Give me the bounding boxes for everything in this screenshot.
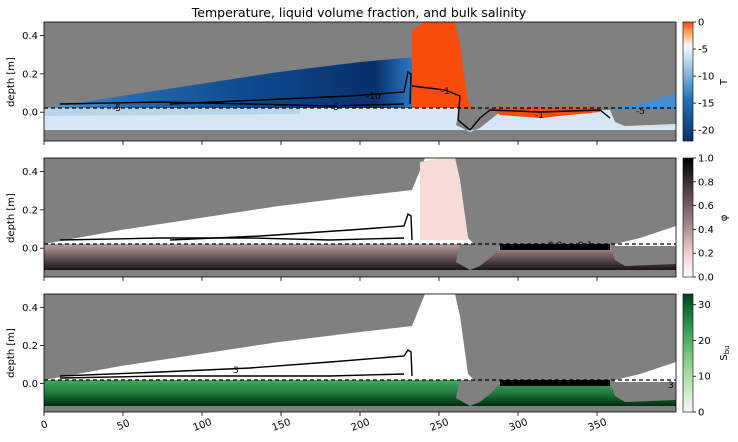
liquid-fraction-panel: 0.2 0.1 depth [m] φ xyxy=(6,157,730,278)
figure-title: Temperature, liquid volume fraction, and… xyxy=(191,5,527,20)
isotherm-minus1 xyxy=(411,85,611,131)
snow-right xyxy=(615,226,676,246)
colorbar-tick-label: -5 xyxy=(698,45,708,56)
colorbar-tick-label: -15 xyxy=(698,99,714,110)
contour-label: 0.1 xyxy=(578,241,592,251)
temperature-panel: -10 -1 -1 -5 -5 -5 depth [m] T xyxy=(6,21,730,142)
contour-label: -10 xyxy=(366,92,381,102)
isotherm-contour xyxy=(59,373,405,379)
ice-layer xyxy=(44,244,676,270)
snow-layer xyxy=(44,158,474,244)
ice-layer xyxy=(44,380,676,406)
x-tick-label: 350 xyxy=(587,417,609,434)
colorbar-tick-label: 10 xyxy=(698,372,711,383)
bulk-salinity-panel: 3 3 depth [m] Sbu xyxy=(6,293,731,413)
colorbar-tick-label: 20 xyxy=(698,336,711,347)
colorbar-tick-label: 0 xyxy=(698,18,704,29)
colorbar-tick-label: 0.2 xyxy=(698,249,714,260)
x-tick-label: 0 xyxy=(40,419,50,432)
y-tick-label: 0.2 xyxy=(22,205,38,216)
contour-label: -5 xyxy=(636,107,645,117)
colorbar-tick-label: 0.6 xyxy=(698,201,714,212)
colorbar-tick-label: 0.8 xyxy=(698,177,714,188)
y-tick-label: 0.0 xyxy=(22,379,38,390)
contour-label: -5 xyxy=(112,104,121,114)
snow-right xyxy=(615,362,676,382)
colorbar-label: Sbu xyxy=(719,345,731,360)
y-axis-label: depth [m] xyxy=(6,328,17,378)
ice-layer-black xyxy=(500,380,610,386)
y-axis-label: depth [m] xyxy=(6,57,17,107)
colorbar-label: T xyxy=(719,78,730,86)
warm-snow-layer xyxy=(412,22,474,108)
colorbar-tick-label: 1.0 xyxy=(698,154,714,165)
isotherm-minus5 xyxy=(59,101,405,107)
contour-label: 0.2 xyxy=(548,241,562,251)
isotherm-contour xyxy=(59,349,413,377)
snow-right xyxy=(615,93,676,110)
x-tick-label: 150 xyxy=(271,417,293,434)
y-tick-label: 0.4 xyxy=(22,303,38,314)
contour-label: -5 xyxy=(330,103,339,113)
colorbar-tick-label: -10 xyxy=(698,72,714,83)
colorbar xyxy=(682,21,694,142)
colorbar-tick-label: 0.0 xyxy=(698,273,714,284)
x-tick-label: 100 xyxy=(192,417,214,434)
colorbar-tick-label: 0.4 xyxy=(698,225,714,236)
x-tick-label: 50 xyxy=(116,418,132,433)
contour-label: 3 xyxy=(668,381,674,391)
colorbar-tick-label: 30 xyxy=(698,300,711,311)
isotherm-contour xyxy=(59,237,405,241)
contour-label: 3 xyxy=(233,366,239,376)
colorbar-label-subscript: bu xyxy=(723,345,731,354)
y-tick-label: 0.2 xyxy=(22,341,38,352)
isotherm-minus10 xyxy=(169,70,412,105)
isotherm-contour xyxy=(169,212,413,241)
x-tick-label: 200 xyxy=(350,417,372,434)
ice-upper xyxy=(44,108,300,116)
x-tick-label: 250 xyxy=(429,417,451,434)
y-tick-label: 0.4 xyxy=(22,31,38,42)
colorbar xyxy=(682,157,694,278)
colorbar-tick-label: 0 xyxy=(698,408,704,419)
y-tick-label: 0.0 xyxy=(22,108,38,119)
warm-snow-tint xyxy=(420,158,468,240)
y-tick-label: 0.0 xyxy=(22,244,38,255)
x-tick-label: 300 xyxy=(508,417,530,434)
y-tick-label: 0.4 xyxy=(22,167,38,178)
contour-label: -1 xyxy=(535,111,544,121)
contour-label: -1 xyxy=(441,87,450,97)
y-tick-label: 0.2 xyxy=(22,69,38,80)
snow-layer xyxy=(44,58,412,108)
colorbar xyxy=(682,293,694,413)
colorbar-label: φ xyxy=(719,214,730,221)
ice-layer-black xyxy=(500,244,610,250)
colorbar-tick-label: -20 xyxy=(698,126,714,137)
y-axis-label: depth [m] xyxy=(6,193,17,243)
